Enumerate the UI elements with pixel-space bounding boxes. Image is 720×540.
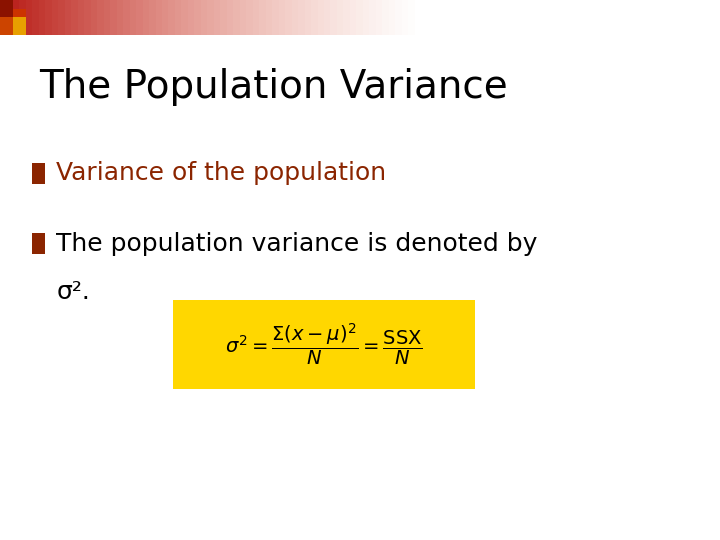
Bar — [214, 0, 220, 35]
Bar — [343, 0, 350, 35]
Bar — [13, 9, 26, 17]
Bar — [421, 0, 428, 35]
Bar — [285, 0, 292, 35]
Bar — [272, 0, 279, 35]
Bar — [382, 0, 389, 35]
Text: $\sigma^2 = \dfrac{\Sigma(x-\mu)^2}{N} = \dfrac{\mathrm{SSX}}{N}$: $\sigma^2 = \dfrac{\Sigma(x-\mu)^2}{N} =… — [225, 321, 423, 367]
Bar — [91, 0, 97, 35]
Bar — [173, 300, 475, 389]
Bar — [441, 0, 447, 35]
Bar — [58, 0, 65, 35]
Bar — [143, 0, 149, 35]
Bar — [512, 0, 518, 35]
Bar — [175, 0, 181, 35]
Bar — [13, 17, 26, 35]
Bar — [207, 0, 214, 35]
Bar — [32, 233, 45, 254]
Bar — [460, 0, 467, 35]
Text: The population variance is denoted by: The population variance is denoted by — [56, 232, 538, 255]
Bar — [266, 0, 272, 35]
Bar — [13, 0, 19, 35]
Bar — [156, 0, 162, 35]
Bar — [84, 0, 91, 35]
Bar — [356, 0, 363, 35]
Bar — [123, 0, 130, 35]
Bar — [408, 0, 415, 35]
Bar — [0, 0, 13, 17]
Text: σ².: σ². — [56, 280, 90, 303]
Bar — [305, 0, 311, 35]
Bar — [168, 0, 175, 35]
Bar — [78, 0, 84, 35]
Bar — [318, 0, 324, 35]
Bar — [337, 0, 343, 35]
Bar — [39, 0, 45, 35]
Bar — [97, 0, 104, 35]
Bar — [428, 0, 434, 35]
Bar — [162, 0, 168, 35]
Bar — [415, 0, 421, 35]
Bar — [480, 0, 486, 35]
Bar — [136, 0, 143, 35]
Bar — [65, 0, 71, 35]
Bar — [330, 0, 337, 35]
Bar — [447, 0, 454, 35]
Bar — [311, 0, 318, 35]
Bar — [19, 0, 26, 35]
Bar — [363, 0, 369, 35]
Bar — [32, 0, 39, 35]
Bar — [350, 0, 356, 35]
Bar — [298, 0, 305, 35]
Bar — [0, 0, 6, 35]
Bar — [233, 0, 240, 35]
Bar — [402, 0, 408, 35]
Bar — [499, 0, 505, 35]
Bar — [253, 0, 259, 35]
Bar — [467, 0, 473, 35]
Bar — [181, 0, 188, 35]
Bar — [149, 0, 156, 35]
Bar — [240, 0, 246, 35]
Bar — [259, 0, 266, 35]
Bar — [292, 0, 298, 35]
Bar — [201, 0, 207, 35]
Bar — [246, 0, 253, 35]
Bar — [32, 163, 45, 184]
Bar — [0, 17, 13, 35]
Bar — [473, 0, 480, 35]
Bar — [117, 0, 123, 35]
Bar — [389, 0, 395, 35]
Bar — [454, 0, 460, 35]
Bar — [6, 0, 13, 35]
Bar — [486, 0, 492, 35]
Bar — [110, 0, 117, 35]
Bar — [130, 0, 136, 35]
Bar — [52, 0, 58, 35]
Bar — [395, 0, 402, 35]
Bar — [227, 0, 233, 35]
Bar — [188, 0, 194, 35]
Bar — [71, 0, 78, 35]
Text: The Population Variance: The Population Variance — [40, 68, 508, 105]
Bar — [324, 0, 330, 35]
Bar — [45, 0, 52, 35]
Bar — [434, 0, 441, 35]
Bar — [279, 0, 285, 35]
Text: Variance of the population: Variance of the population — [56, 161, 387, 185]
Bar — [376, 0, 382, 35]
Bar — [492, 0, 499, 35]
Bar — [194, 0, 201, 35]
Bar — [220, 0, 227, 35]
Bar — [369, 0, 376, 35]
Bar — [26, 0, 32, 35]
Bar — [505, 0, 512, 35]
Bar — [104, 0, 110, 35]
